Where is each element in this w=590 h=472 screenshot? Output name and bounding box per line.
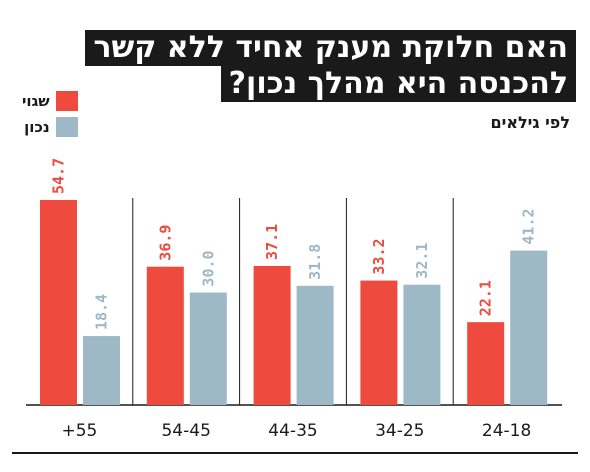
legend-swatch-right bbox=[55, 117, 78, 137]
bar-right bbox=[403, 284, 441, 405]
bar-wrong bbox=[467, 322, 505, 405]
legend-label-right: נכון bbox=[24, 118, 50, 136]
bar-right bbox=[83, 336, 120, 405]
data-label: 32.1 bbox=[413, 243, 431, 279]
legend-label-wrong: שגוי bbox=[22, 92, 50, 110]
x-tick-label: 44-35 bbox=[268, 421, 317, 441]
bar-wrong bbox=[146, 266, 184, 405]
chart-title-line-2: להכנסה היא מהלך נכון? bbox=[220, 66, 576, 102]
x-tick-label: +55 bbox=[61, 421, 97, 441]
x-tick-label: 54-45 bbox=[161, 421, 210, 441]
bar-wrong bbox=[253, 265, 291, 405]
data-label: 41.2 bbox=[520, 208, 538, 244]
bar-right bbox=[510, 250, 548, 405]
data-label: 31.8 bbox=[306, 244, 324, 280]
chart-title-line-1: האם חלוקת מענק אחיד ללא קשר bbox=[85, 30, 576, 66]
data-label: 54.7 bbox=[50, 158, 68, 194]
chart-subtitle: לפי גילאים bbox=[490, 113, 570, 132]
data-label: 18.4 bbox=[93, 294, 111, 330]
legend: שגוי נכון bbox=[22, 88, 78, 140]
bar-wrong bbox=[40, 200, 77, 405]
legend-swatch-wrong bbox=[55, 91, 78, 111]
x-tick-label: 34-25 bbox=[375, 421, 424, 441]
bar-right bbox=[189, 292, 227, 405]
bottom-rule bbox=[12, 452, 578, 454]
legend-item-right: נכון bbox=[22, 114, 78, 140]
data-label: 37.1 bbox=[263, 224, 281, 260]
legend-item-wrong: שגוי bbox=[22, 88, 78, 114]
data-label: 36.9 bbox=[156, 225, 174, 261]
data-label: 33.2 bbox=[370, 238, 388, 274]
data-label: 22.1 bbox=[477, 280, 495, 316]
x-tick-label: 24-18 bbox=[482, 421, 531, 441]
data-label: 30.0 bbox=[199, 250, 217, 286]
chart-title: האם חלוקת מענק אחיד ללא קשר להכנסה היא מ… bbox=[85, 30, 576, 102]
bar-right bbox=[296, 285, 334, 405]
bar-wrong bbox=[360, 280, 398, 405]
